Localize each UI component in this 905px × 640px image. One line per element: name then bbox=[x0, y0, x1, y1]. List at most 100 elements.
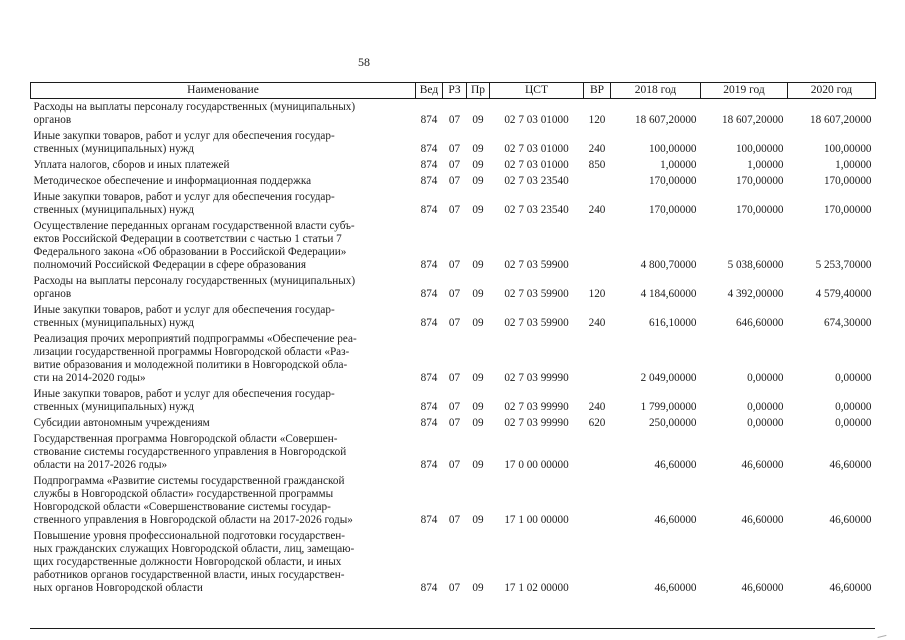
cell-y2019: 100,00000 bbox=[735, 142, 784, 155]
cell-name: Государственная программа Новгородской о… bbox=[33, 432, 347, 471]
column-header-y2018: 2018 год bbox=[610, 82, 701, 99]
table-header-row: Наименование Вед РЗ Пр ЦСТ ВР 2018 год 2019 год… bbox=[30, 82, 876, 99]
cell-y2019: 46,60000 bbox=[741, 458, 784, 471]
column-header-cst: ЦСТ bbox=[489, 82, 584, 99]
cell-ved: 874 bbox=[420, 371, 438, 384]
cell-ved: 874 bbox=[420, 316, 438, 329]
cell-pr: 09 bbox=[472, 142, 484, 155]
cell-name: Иные закупки товаров, работ и услуг для … bbox=[33, 387, 335, 413]
cell-ved: 874 bbox=[420, 142, 438, 155]
cell-vr: 620 bbox=[588, 416, 606, 429]
cell-y2020: 100,00000 bbox=[823, 142, 872, 155]
cell-y2018: 46,60000 bbox=[654, 458, 697, 471]
cell-y2020: 0,00000 bbox=[835, 371, 872, 384]
table-row: Иные закупки товаров, работ и услуг для … bbox=[31, 189, 876, 218]
cell-pr: 09 bbox=[472, 400, 484, 413]
cell-rz: 07 bbox=[448, 400, 461, 413]
cell-name: Субсидии автономным учреждениям bbox=[33, 416, 210, 429]
cell-y2018: 46,60000 bbox=[654, 513, 697, 526]
cell-y2018: 4 800,70000 bbox=[640, 258, 697, 271]
cell-y2018: 46,60000 bbox=[654, 581, 697, 594]
cell-pr: 09 bbox=[472, 416, 484, 429]
cell-rz: 07 bbox=[448, 158, 461, 171]
cell-name: Уплата налогов, сборов и иных платежей bbox=[33, 158, 230, 171]
scan-artifact bbox=[876, 630, 887, 639]
table-row: Реализация прочих мероприятий подпрограм… bbox=[31, 331, 876, 386]
cell-rz: 07 bbox=[448, 416, 461, 429]
table-head: Наименование Вед РЗ Пр ЦСТ ВР 2018 год 2019 год… bbox=[30, 82, 876, 99]
cell-cst: 02 7 03 99990 bbox=[504, 371, 569, 384]
column-header-vr: ВР bbox=[583, 82, 611, 99]
cell-pr: 09 bbox=[472, 258, 484, 271]
cell-pr: 09 bbox=[472, 158, 484, 171]
bottom-rule bbox=[30, 628, 875, 629]
cell-vr bbox=[584, 431, 611, 473]
cell-name: Расходы на выплаты персоналу государстве… bbox=[33, 274, 356, 300]
cell-y2018: 1,00000 bbox=[660, 158, 697, 171]
cell-vr: 240 bbox=[588, 400, 606, 413]
cell-name: Методическое обеспечение и информационна… bbox=[33, 174, 312, 187]
cell-y2018: 18 607,20000 bbox=[634, 113, 697, 126]
cell-y2019: 0,00000 bbox=[747, 371, 784, 384]
cell-y2019: 1,00000 bbox=[747, 158, 784, 171]
cell-cst: 02 7 03 23540 bbox=[504, 203, 569, 216]
cell-rz: 07 bbox=[448, 203, 461, 216]
column-header-pr: Пр bbox=[466, 82, 490, 99]
table-row: Иные закупки товаров, работ и услуг для … bbox=[31, 128, 876, 157]
column-header-ved: Вед bbox=[415, 82, 443, 99]
cell-y2019: 18 607,20000 bbox=[721, 113, 784, 126]
cell-pr: 09 bbox=[472, 174, 484, 187]
cell-rz: 07 bbox=[448, 513, 461, 526]
column-header-y2020: 2020 год bbox=[787, 82, 876, 99]
cell-ved: 874 bbox=[420, 400, 438, 413]
table-row: Методическое обеспечение и информационна… bbox=[31, 173, 876, 189]
cell-ved: 874 bbox=[420, 458, 438, 471]
cell-y2018: 616,10000 bbox=[648, 316, 697, 329]
cell-rz: 07 bbox=[448, 258, 461, 271]
cell-name: Иные закупки товаров, работ и услуг для … bbox=[33, 303, 335, 329]
cell-y2020: 18 607,20000 bbox=[809, 113, 872, 126]
cell-cst: 02 7 03 99990 bbox=[504, 400, 569, 413]
cell-pr: 09 bbox=[472, 316, 484, 329]
cell-pr: 09 bbox=[472, 287, 484, 300]
cell-rz: 07 bbox=[448, 316, 461, 329]
cell-ved: 874 bbox=[420, 258, 438, 271]
cell-ved: 874 bbox=[420, 287, 438, 300]
cell-ved: 874 bbox=[420, 513, 438, 526]
cell-pr: 09 bbox=[472, 371, 484, 384]
cell-vr: 240 bbox=[588, 316, 606, 329]
cell-y2020: 46,60000 bbox=[829, 581, 872, 594]
cell-y2020: 5 253,70000 bbox=[815, 258, 872, 271]
cell-cst: 17 1 02 00000 bbox=[504, 581, 569, 594]
cell-y2020: 0,00000 bbox=[835, 416, 872, 429]
cell-pr: 09 bbox=[472, 581, 484, 594]
cell-pr: 09 bbox=[472, 513, 484, 526]
cell-vr bbox=[584, 331, 611, 386]
cell-y2019: 46,60000 bbox=[741, 513, 784, 526]
cell-name: Повышение уровня профессиональной подгот… bbox=[33, 529, 355, 594]
cell-cst: 02 7 03 59900 bbox=[504, 258, 569, 271]
cell-name: Расходы на выплаты персоналу государстве… bbox=[33, 100, 356, 126]
cell-cst: 02 7 03 99990 bbox=[504, 416, 569, 429]
cell-y2018: 250,00000 bbox=[648, 416, 697, 429]
cell-y2018: 170,00000 bbox=[648, 203, 697, 216]
column-header-rz: РЗ bbox=[442, 82, 467, 99]
table-row: Расходы на выплаты персоналу государстве… bbox=[31, 273, 876, 302]
cell-cst: 02 7 03 01000 bbox=[504, 158, 569, 171]
cell-vr bbox=[584, 218, 611, 273]
cell-cst: 02 7 03 23540 bbox=[504, 174, 569, 187]
cell-vr bbox=[584, 173, 611, 189]
cell-rz: 07 bbox=[448, 287, 461, 300]
cell-y2018: 170,00000 bbox=[648, 174, 697, 187]
cell-y2019: 0,00000 bbox=[747, 416, 784, 429]
column-header-y2019: 2019 год bbox=[700, 82, 788, 99]
cell-name: Подпрограмма «Развитие системы государст… bbox=[33, 474, 353, 526]
cell-y2020: 4 579,40000 bbox=[815, 287, 872, 300]
cell-ved: 874 bbox=[420, 174, 438, 187]
cell-pr: 09 bbox=[472, 203, 484, 216]
cell-name: Реализация прочих мероприятий подпрограм… bbox=[33, 332, 357, 384]
cell-y2019: 46,60000 bbox=[741, 581, 784, 594]
table-row: Субсидии автономным учреждениям 874 07 09 02… bbox=[31, 415, 876, 431]
cell-y2018: 2 049,00000 bbox=[640, 371, 697, 384]
cell-name: Иные закупки товаров, работ и услуг для … bbox=[33, 190, 335, 216]
